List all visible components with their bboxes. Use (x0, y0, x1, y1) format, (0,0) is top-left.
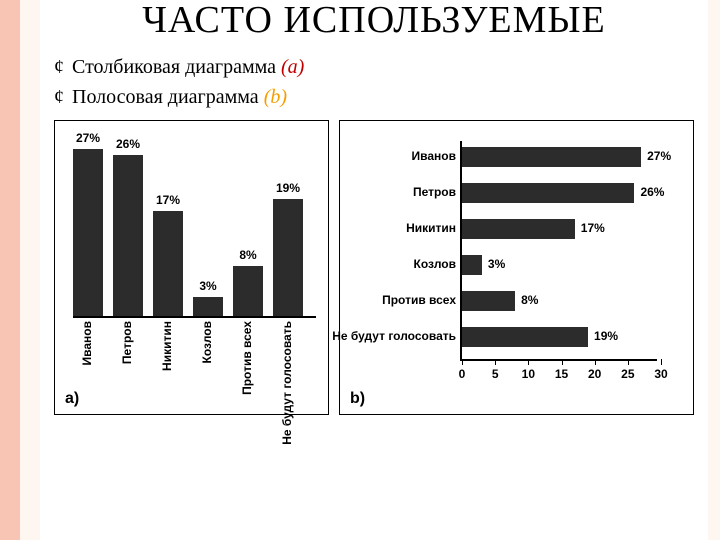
bar-value-label: 27% (647, 149, 671, 163)
y-axis-label: Никитин (406, 222, 456, 235)
y-axis-label: Не будут голосовать (332, 330, 456, 343)
vertical-bar-chart: 27% 26% 17% 3% 8% 19% Иванов Петров Никитин Козл… (54, 120, 329, 415)
y-axis-label: Против всех (382, 294, 456, 307)
y-axis-label: Петров (413, 186, 456, 199)
bullet-text: Полосовая диаграмма (72, 86, 264, 108)
bar-fill (462, 327, 588, 347)
x-axis-label: Не будут голосовать (281, 321, 294, 445)
bar-fill (462, 183, 634, 203)
chart-a-xlabels: ИвановПетровНикитинКозловПротив всехНе б… (73, 321, 316, 391)
bullet-icon: ¢ (54, 52, 72, 82)
bar-fill (462, 147, 641, 167)
slide-content: ЧАСТО ИСПОЛЬЗУЕМЫЕ ¢Столбиковая диаграмм… (40, 0, 708, 540)
bar-value-label: 17% (581, 221, 605, 235)
bullet-text: Столбиковая диаграмма (72, 56, 281, 78)
chart-b-plot: 05101520253027%26%17%3%8%19% (460, 141, 657, 361)
chart-a-caption: a) (65, 390, 79, 408)
chart-a-bar: 27% (73, 149, 103, 316)
x-tick-label: 10 (522, 367, 535, 381)
bar-value-label: 27% (73, 131, 103, 145)
chart-b-caption: b) (350, 390, 365, 408)
bar-fill (273, 199, 303, 316)
chart-a-bar: 3% (193, 297, 223, 316)
bar-value-label: 8% (521, 293, 538, 307)
bar-fill (462, 255, 482, 275)
right-inner-stripe (708, 0, 720, 540)
chart-a-bar: 19% (273, 199, 303, 316)
page-title: ЧАСТО ИСПОЛЬЗУЕМЫЕ (54, 0, 694, 42)
left-inner-stripe (20, 0, 40, 540)
chart-a-plot: 27% 26% 17% 3% 8% 19% (73, 133, 316, 318)
bar-value-label: 8% (233, 248, 263, 262)
bar-fill (153, 211, 183, 316)
bar-value-label: 17% (153, 193, 183, 207)
bar-value-label: 26% (113, 137, 143, 151)
y-axis-label: Иванов (412, 150, 456, 163)
y-axis-label: Козлов (414, 258, 456, 271)
bullet-list: ¢Столбиковая диаграмма (a) ¢Полосовая ди… (54, 52, 694, 112)
bar-value-label: 3% (488, 257, 505, 271)
bar-fill (233, 266, 263, 315)
chart-a-bar: 8% (233, 266, 263, 315)
bullet-tag: (b) (264, 86, 287, 108)
bar-value-label: 19% (594, 329, 618, 343)
chart-b-bar: 19% (462, 327, 588, 347)
bar-value-label: 19% (273, 181, 303, 195)
x-tick (462, 359, 463, 365)
bullet-item: ¢Столбиковая диаграмма (a) (54, 52, 694, 82)
x-tick (562, 359, 563, 365)
x-tick (628, 359, 629, 365)
x-tick (595, 359, 596, 365)
bullet-icon: ¢ (54, 82, 72, 112)
chart-b-bar: 27% (462, 147, 641, 167)
bar-value-label: 26% (640, 185, 664, 199)
bar-value-label: 3% (193, 279, 223, 293)
bullet-tag: (a) (281, 56, 304, 78)
x-tick (661, 359, 662, 365)
chart-a-bar: 26% (113, 155, 143, 315)
chart-b-bar: 17% (462, 219, 575, 239)
bar-fill (462, 291, 515, 311)
x-axis-label: Иванов (81, 321, 94, 365)
chart-b-bar: 8% (462, 291, 515, 311)
x-tick-label: 25 (621, 367, 634, 381)
x-axis-label: Никитин (161, 321, 174, 371)
bullet-item: ¢Полосовая диаграмма (b) (54, 82, 694, 112)
left-outer-stripe (0, 0, 20, 540)
x-tick-label: 30 (654, 367, 667, 381)
x-axis-label: Козлов (201, 321, 214, 363)
chart-b-bar: 3% (462, 255, 482, 275)
chart-b-bar: 26% (462, 183, 634, 203)
x-tick-label: 15 (555, 367, 568, 381)
x-axis-label: Против всех (241, 321, 254, 395)
bar-fill (73, 149, 103, 316)
charts-row: 27% 26% 17% 3% 8% 19% Иванов Петров Никитин Козл… (54, 120, 694, 415)
x-axis-label: Петров (121, 321, 134, 364)
bar-fill (193, 297, 223, 316)
x-tick (528, 359, 529, 365)
horizontal-bar-chart: ИвановПетровНикитинКозловПротив всехНе б… (339, 120, 694, 415)
bar-fill (113, 155, 143, 315)
x-tick-label: 0 (459, 367, 466, 381)
x-tick-label: 20 (588, 367, 601, 381)
bar-fill (462, 219, 575, 239)
x-tick (495, 359, 496, 365)
x-tick-label: 5 (492, 367, 499, 381)
chart-a-bar: 17% (153, 211, 183, 316)
